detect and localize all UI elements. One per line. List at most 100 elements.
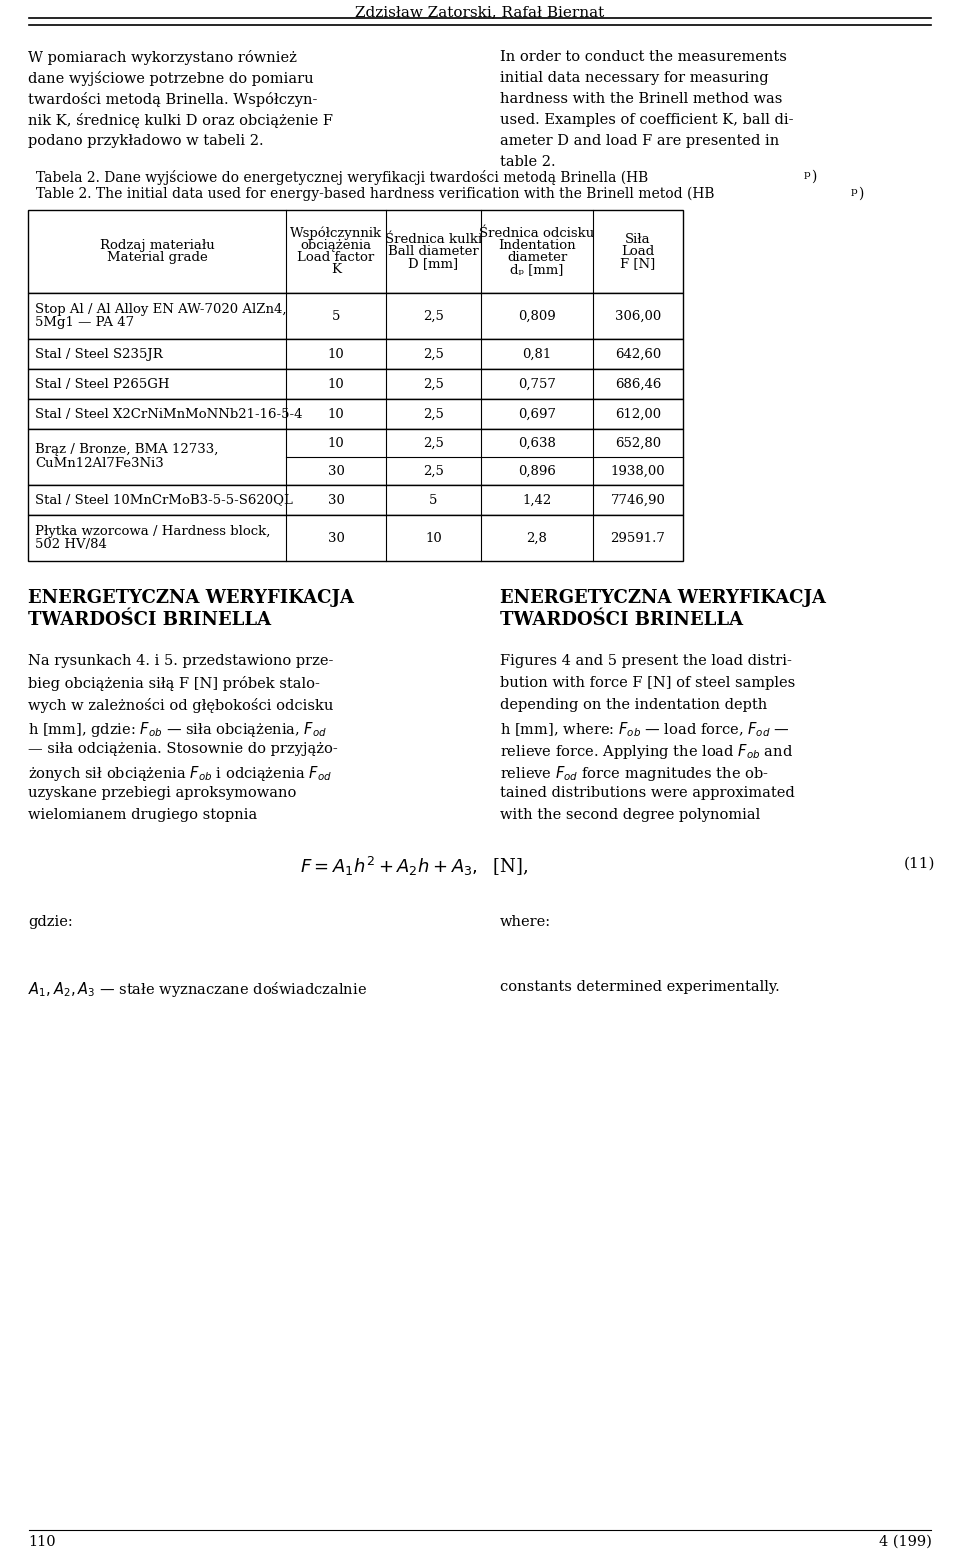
- Text: 2,5: 2,5: [423, 437, 444, 449]
- Text: 0,757: 0,757: [518, 377, 556, 390]
- Bar: [28, 485, 683, 514]
- Text: dane wyjściowe potrzebne do pomiaru: dane wyjściowe potrzebne do pomiaru: [28, 72, 314, 86]
- Text: 10: 10: [327, 348, 345, 360]
- Text: used. Examples of coefficient K, ball di-: used. Examples of coefficient K, ball di…: [500, 112, 794, 126]
- Text: Indentation: Indentation: [498, 239, 576, 253]
- Text: — siła odciążenia. Stosownie do przyjążo-: — siła odciążenia. Stosownie do przyjążo…: [28, 742, 338, 756]
- Text: 0,809: 0,809: [518, 310, 556, 323]
- Text: TWARDOŚCI BRINELLA: TWARDOŚCI BRINELLA: [500, 611, 743, 628]
- Text: Średnica kulki: Średnica kulki: [385, 232, 482, 246]
- Text: In order to conduct the measurements: In order to conduct the measurements: [500, 50, 787, 64]
- Text: Brąz / Bronze, BMA 12733,: Brąz / Bronze, BMA 12733,: [35, 443, 218, 455]
- Text: 4 (199): 4 (199): [879, 1536, 932, 1550]
- Text: 29591.7: 29591.7: [611, 532, 665, 544]
- Text: $F = A_1h^2 + A_2h + A_3,$  [N],: $F = A_1h^2 + A_2h + A_3,$ [N],: [300, 854, 528, 878]
- Text: 0,81: 0,81: [522, 348, 552, 360]
- Text: Na rysunkach 4. i 5. przedstawiono prze-: Na rysunkach 4. i 5. przedstawiono prze-: [28, 653, 333, 667]
- Text: Płytka wzorcowa / Hardness block,: Płytka wzorcowa / Hardness block,: [35, 525, 271, 538]
- Text: 30: 30: [327, 465, 345, 477]
- Text: 7746,90: 7746,90: [611, 494, 665, 507]
- Text: dₚ [mm]: dₚ [mm]: [511, 263, 564, 276]
- Text: Stal / Steel 10MnCrMoB3-5-5-S620QL: Stal / Steel 10MnCrMoB3-5-5-S620QL: [35, 494, 293, 507]
- Text: wielomianem drugiego stopnia: wielomianem drugiego stopnia: [28, 808, 257, 822]
- Text: hardness with the Brinell method was: hardness with the Brinell method was: [500, 92, 782, 106]
- Text: obciążenia: obciążenia: [300, 239, 372, 253]
- Text: 10: 10: [327, 377, 345, 390]
- Text: 5Mg1 — PA 47: 5Mg1 — PA 47: [35, 316, 134, 329]
- Text: 0,697: 0,697: [518, 407, 556, 421]
- Text: (11): (11): [903, 857, 935, 871]
- Text: diameter: diameter: [507, 251, 567, 263]
- Text: 0,896: 0,896: [518, 465, 556, 477]
- Text: $A_1, A_2, A_3$ — stałe wyznaczane doświadczalnie: $A_1, A_2, A_3$ — stałe wyznaczane doświ…: [28, 981, 367, 999]
- Text: podano przykładowo w tabeli 2.: podano przykładowo w tabeli 2.: [28, 134, 264, 148]
- Text: initial data necessary for measuring: initial data necessary for measuring: [500, 72, 769, 86]
- Text: 10: 10: [425, 532, 442, 544]
- Text: twardości metodą Brinella. Współczyn-: twardości metodą Brinella. Współczyn-: [28, 92, 318, 108]
- Text: Współczynnik: Współczynnik: [290, 226, 382, 240]
- Text: 5: 5: [429, 494, 438, 507]
- Text: CuMn12Al7Fe3Ni3: CuMn12Al7Fe3Ni3: [35, 457, 164, 469]
- Text: 2,5: 2,5: [423, 348, 444, 360]
- Text: Rodzaj materiału: Rodzaj materiału: [100, 239, 214, 253]
- Text: constants determined experimentally.: constants determined experimentally.: [500, 981, 780, 995]
- Text: Material grade: Material grade: [107, 251, 207, 263]
- Text: 2,5: 2,5: [423, 377, 444, 390]
- Text: where:: where:: [500, 915, 551, 929]
- Text: żonych sił obciążenia $F_{ob}$ i odciążenia $F_{od}$: żonych sił obciążenia $F_{ob}$ i odciąże…: [28, 764, 332, 783]
- Text: 2,8: 2,8: [527, 532, 547, 544]
- Text: 5: 5: [332, 310, 340, 323]
- Text: ameter D and load F are presented in: ameter D and load F are presented in: [500, 134, 780, 148]
- Text: 306,00: 306,00: [614, 310, 661, 323]
- Text: Zdzisław Zatorski, Rafał Biernat: Zdzisław Zatorski, Rafał Biernat: [355, 5, 605, 19]
- Text: 10: 10: [327, 407, 345, 421]
- Text: Table 2. The initial data used for energy-based hardness verification with the B: Table 2. The initial data used for energ…: [36, 187, 714, 201]
- Text: Tabela 2. Dane wyjściowe do energetycznej weryfikacji twardości metodą Brinella : Tabela 2. Dane wyjściowe do energetyczne…: [36, 170, 648, 186]
- Text: 1,42: 1,42: [522, 494, 552, 507]
- Text: p: p: [804, 170, 811, 179]
- Text: Ball diameter: Ball diameter: [388, 245, 479, 257]
- Text: gdzie:: gdzie:: [28, 915, 73, 929]
- Text: bution with force F [N] of steel samples: bution with force F [N] of steel samples: [500, 677, 795, 691]
- Bar: [28, 429, 683, 485]
- Text: with the second degree polynomial: with the second degree polynomial: [500, 808, 760, 822]
- Text: Load factor: Load factor: [298, 251, 374, 263]
- Text: 0,638: 0,638: [518, 437, 556, 449]
- Text: nik K, średnicę kulki D oraz obciążenie F: nik K, średnicę kulki D oraz obciążenie …: [28, 112, 333, 128]
- Text: ENERGETYCZNA WERYFIKACJA: ENERGETYCZNA WERYFIKACJA: [500, 589, 826, 606]
- Text: TWARDOŚCI BRINELLA: TWARDOŚCI BRINELLA: [28, 611, 271, 628]
- Text: bieg obciążenia siłą F [N] próbek stalo-: bieg obciążenia siłą F [N] próbek stalo-: [28, 677, 320, 691]
- Text: D [mm]: D [mm]: [408, 257, 459, 270]
- Text: h [mm], where: $F_{ob}$ — load force, $F_{od}$ —: h [mm], where: $F_{ob}$ — load force, $F…: [500, 720, 790, 739]
- Text: 110: 110: [28, 1536, 56, 1550]
- Bar: [28, 293, 683, 338]
- Text: relieve force. Applying the load $F_{ob}$ and: relieve force. Applying the load $F_{ob}…: [500, 742, 793, 761]
- Text: Stal / Steel P265GH: Stal / Steel P265GH: [35, 377, 170, 390]
- Text: 502 HV/84: 502 HV/84: [35, 538, 107, 550]
- Text: ): ): [811, 170, 816, 184]
- Text: ENERGETYCZNA WERYFIKACJA: ENERGETYCZNA WERYFIKACJA: [28, 589, 354, 606]
- Text: wych w zależności od głębokości odcisku: wych w zależności od głębokości odcisku: [28, 698, 333, 712]
- Text: h [mm], gdzie: $F_{ob}$ — siła obciążenia, $F_{od}$: h [mm], gdzie: $F_{ob}$ — siła obciążeni…: [28, 720, 327, 739]
- Text: K: K: [331, 263, 341, 276]
- Text: 1938,00: 1938,00: [611, 465, 665, 477]
- Text: relieve $F_{od}$ force magnitudes the ob-: relieve $F_{od}$ force magnitudes the ob…: [500, 764, 769, 783]
- Text: 612,00: 612,00: [615, 407, 661, 421]
- Text: uzyskane przebiegi aproksymowano: uzyskane przebiegi aproksymowano: [28, 786, 297, 800]
- Text: W pomiarach wykorzystano również: W pomiarach wykorzystano również: [28, 50, 297, 65]
- Text: ): ): [858, 187, 863, 201]
- Bar: [28, 399, 683, 429]
- Text: 642,60: 642,60: [614, 348, 661, 360]
- Text: tained distributions were approximated: tained distributions were approximated: [500, 786, 795, 800]
- Bar: [28, 369, 683, 399]
- Text: Figures 4 and 5 present the load distri-: Figures 4 and 5 present the load distri-: [500, 653, 792, 667]
- Text: Load: Load: [621, 245, 655, 257]
- Text: table 2.: table 2.: [500, 154, 556, 168]
- Text: 686,46: 686,46: [614, 377, 661, 390]
- Bar: [28, 338, 683, 369]
- Text: 652,80: 652,80: [615, 437, 661, 449]
- Text: p: p: [851, 187, 857, 196]
- Text: depending on the indentation depth: depending on the indentation depth: [500, 698, 767, 712]
- Text: 2,5: 2,5: [423, 465, 444, 477]
- Text: 10: 10: [327, 437, 345, 449]
